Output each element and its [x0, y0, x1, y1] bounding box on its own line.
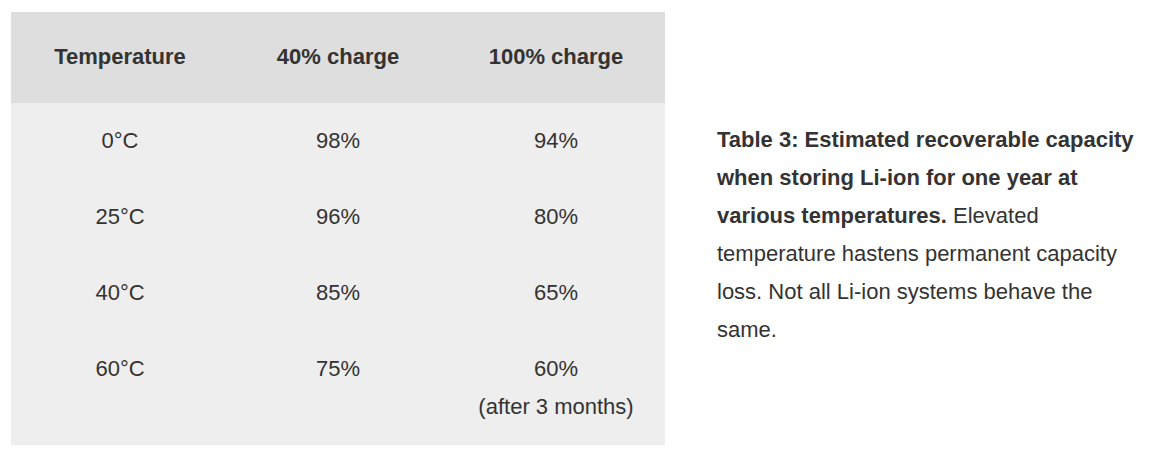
table-header-row: Temperature 40% charge 100% charge — [11, 12, 665, 103]
cell-temperature: 40°C — [11, 255, 229, 331]
cell-charge-40: 75% — [229, 331, 447, 407]
column-header-100-charge: 100% charge — [447, 12, 665, 103]
column-header-40-charge: 40% charge — [229, 12, 447, 103]
cell-temperature: 0°C — [11, 103, 229, 179]
cell-charge-100: 60% (after 3 months) — [447, 331, 665, 445]
table-row: 40°C 85% 65% — [11, 255, 665, 331]
caption-title: Table 3: Estimated recoverable capacity … — [717, 127, 1134, 228]
table-row: 25°C 96% 80% — [11, 179, 665, 255]
table-row: 0°C 98% 94% — [11, 103, 665, 179]
table-body: 0°C 98% 94% 25°C 96% 80% 40°C 85% 65% 60… — [11, 103, 665, 445]
cell-charge-100: 65% — [447, 255, 665, 331]
table-caption: Table 3: Estimated recoverable capacity … — [717, 121, 1149, 349]
cell-charge-40: 85% — [229, 255, 447, 331]
cell-charge-100: 80% — [447, 179, 665, 255]
cell-charge-100: 94% — [447, 103, 665, 179]
table-row: 60°C 75% 60% (after 3 months) — [11, 331, 665, 445]
column-header-temperature: Temperature — [11, 12, 229, 103]
cell-temperature: 60°C — [11, 331, 229, 407]
cell-charge-100-note: (after 3 months) — [447, 388, 665, 426]
cell-charge-40: 98% — [229, 103, 447, 179]
cell-temperature: 25°C — [11, 179, 229, 255]
cell-charge-40: 96% — [229, 179, 447, 255]
cell-charge-100-value: 60% — [447, 350, 665, 388]
storage-capacity-table: Temperature 40% charge 100% charge 0°C 9… — [11, 12, 665, 445]
